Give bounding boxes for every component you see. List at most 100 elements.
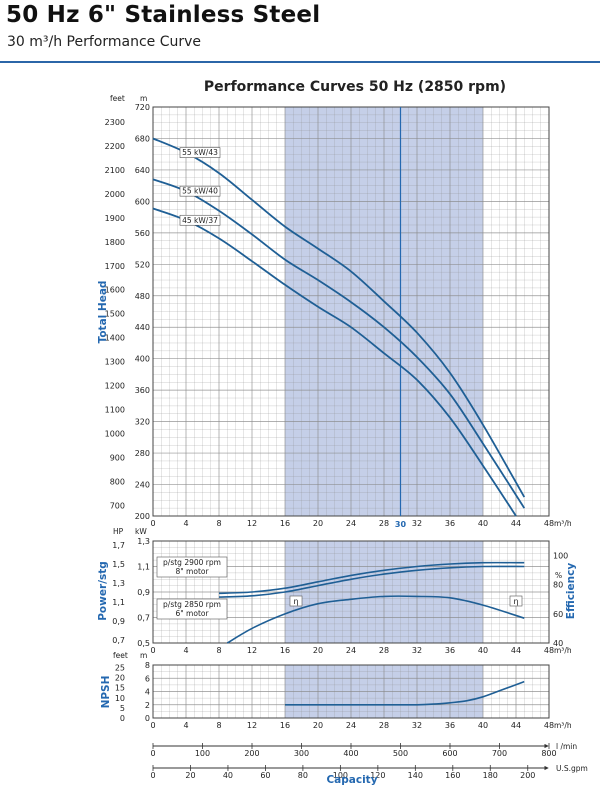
- capacity-tick-label: 200: [244, 749, 259, 758]
- capacity-tick-label: 120: [370, 771, 385, 780]
- capacity-tick-label: 100: [195, 749, 210, 758]
- x-tick-label: 16: [280, 519, 290, 528]
- y-tick-label-feet: 1100: [105, 406, 125, 415]
- y-tick-label-npsh-ft: 5: [120, 704, 125, 713]
- y-tick-label-m: 360: [135, 386, 150, 395]
- x-tick-label: 0: [150, 646, 155, 655]
- y-tick-label-feet: 1900: [105, 214, 125, 223]
- y-tick-label-hp: 1,3: [112, 579, 125, 588]
- y-unit-pct: %: [555, 571, 562, 580]
- capacity-tick-label: 700: [492, 749, 507, 758]
- capacity-tick-label: 600: [442, 749, 457, 758]
- power-annotation-line1: p/stg 2900 rpm: [163, 558, 221, 567]
- head-curve-1: [152, 178, 526, 509]
- y-tick-label-hp: 1,5: [112, 560, 125, 569]
- y-axis-title-head: Total Head: [97, 281, 109, 344]
- y-tick-label-m: 320: [135, 418, 150, 427]
- y-tick-label-npsh-m: 0: [145, 714, 150, 723]
- y-tick-label-feet: 1800: [105, 238, 125, 247]
- x-tick-label: 0: [150, 721, 155, 730]
- npsh-curve: [284, 680, 525, 706]
- y-tick-label-npsh-ft: 15: [115, 684, 125, 693]
- x-tick-label: 48: [544, 721, 554, 730]
- y-tick-label-kw: 1,3: [137, 537, 150, 546]
- x-tick-label: 44: [511, 646, 521, 655]
- x-tick-label: 20: [313, 646, 323, 655]
- x-tick-label: 12: [247, 519, 257, 528]
- x-tick-label: 4: [183, 646, 188, 655]
- plot-frame: [152, 664, 550, 719]
- y-tick-label-feet: 2300: [105, 118, 125, 127]
- capacity-tick-label: 160: [445, 771, 460, 780]
- design-point-label: 30: [395, 520, 407, 529]
- capacity-tick-label: 200: [520, 771, 535, 780]
- x-tick-label: 40: [478, 721, 488, 730]
- y-tick-label-eff: 80: [553, 581, 563, 590]
- y-tick-label-npsh-ft: 0: [120, 714, 125, 723]
- y-tick-label-kw: 0,5: [137, 639, 150, 648]
- y-axis-title-efficiency: Efficiency: [565, 563, 577, 620]
- x-tick-label: 44: [511, 721, 521, 730]
- power-curve-2: [226, 595, 525, 644]
- eta-label: η: [513, 597, 518, 606]
- y-tick-label-feet: 1500: [105, 310, 125, 319]
- power-annotation-line1: p/stg 2850 rpm: [163, 600, 221, 609]
- capacity-tick-label: 140: [408, 771, 423, 780]
- series-label: 45 kW/37: [182, 216, 218, 225]
- x-tick-label: 40: [478, 646, 488, 655]
- capacity-tick-label: 100: [333, 771, 348, 780]
- x-axis-title-capacity: Capacity: [326, 774, 377, 786]
- y-tick-label-hp: 0,9: [112, 617, 125, 626]
- y-unit-npsh-ft: feet: [113, 651, 128, 660]
- x-tick-label: 32: [412, 646, 422, 655]
- series-label: 55 kW/43: [182, 148, 218, 157]
- y-tick-label-m: 720: [135, 103, 150, 112]
- capacity-tick-label: 0: [150, 749, 155, 758]
- capacity-tick-label: 300: [294, 749, 309, 758]
- x-tick-label: 28: [379, 519, 389, 528]
- capacity-tick-label: 60: [260, 771, 270, 780]
- header-rule: [0, 61, 600, 63]
- y-tick-label-npsh-ft: 20: [115, 674, 125, 683]
- power-curve-0: [218, 561, 525, 595]
- x-unit-label: m³/h: [554, 519, 572, 528]
- y-tick-label-feet: 800: [110, 478, 125, 487]
- y-tick-label-m: 280: [135, 449, 150, 458]
- x-tick-label: 12: [247, 721, 257, 730]
- x-tick-label: 8: [216, 721, 221, 730]
- y-tick-label-eff: 40: [553, 639, 563, 648]
- y-tick-label-feet: 700: [110, 501, 125, 510]
- y-tick-label-m: 680: [135, 134, 150, 143]
- plot-frame: [152, 540, 550, 644]
- y-tick-label-feet: 2100: [105, 166, 125, 175]
- power-annotation-line2: 8" motor: [175, 567, 209, 576]
- y-tick-label-kw: 0,7: [137, 614, 150, 623]
- y-tick-label-kw: 0,9: [137, 588, 150, 597]
- y-axis-title-power: Power/stg: [97, 561, 109, 621]
- y-tick-label-m: 520: [135, 260, 150, 269]
- x-tick-label: 12: [247, 646, 257, 655]
- x-tick-label: 0: [150, 519, 155, 528]
- y-tick-label-m: 600: [135, 197, 150, 206]
- chart-title: Performance Curves 50 Hz (2850 rpm): [204, 79, 506, 95]
- x-tick-label: 8: [216, 646, 221, 655]
- y-tick-label-feet: 1400: [105, 334, 125, 343]
- series-label-box: [179, 147, 221, 158]
- y-tick-label-m: 480: [135, 292, 150, 301]
- x-tick-label: 24: [346, 519, 356, 528]
- y-tick-label-m: 640: [135, 166, 150, 175]
- x-tick-label: 24: [346, 721, 356, 730]
- y-tick-label-npsh-ft: 10: [115, 694, 125, 703]
- capacity-tick-label: 500: [393, 749, 408, 758]
- y-tick-label-npsh-m: 6: [145, 674, 150, 683]
- y-tick-label-feet: 900: [110, 454, 125, 463]
- y-tick-label-feet: 1300: [105, 358, 125, 367]
- x-tick-label: 8: [216, 519, 221, 528]
- y-tick-label-hp: 0,7: [112, 636, 125, 645]
- y-unit-feet: feet: [110, 94, 125, 103]
- plot-frame: [152, 106, 550, 517]
- x-unit-label: m³/h: [554, 721, 572, 730]
- power-curve-1: [218, 565, 525, 598]
- x-tick-label: 36: [445, 646, 455, 655]
